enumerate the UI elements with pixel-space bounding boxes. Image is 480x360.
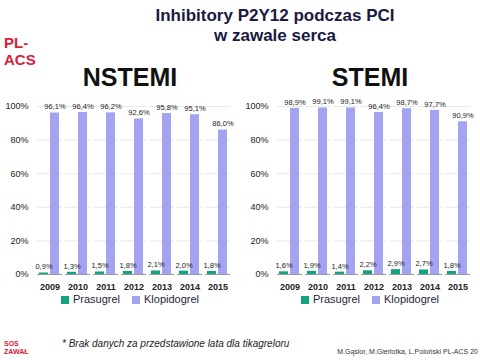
svg-text:2010: 2010 (68, 282, 88, 292)
html-text:w zawale serca: w zawale serca (214, 26, 336, 45)
svg-text:92,6%: 92,6% (128, 108, 150, 117)
svg-text:96,4%: 96,4% (368, 102, 390, 111)
svg-text:1,3%: 1,3% (63, 262, 80, 271)
svg-text:96,1%: 96,1% (44, 102, 66, 111)
svg-text:2011: 2011 (336, 282, 356, 292)
html-text:M.Gąsior, M.Gierlotka, L.Poloń: M.Gąsior, M.Gierlotka, L.Poloński PL-ACS… (337, 348, 478, 355)
html-text:Klopidogrel: Klopidogrel (384, 293, 440, 305)
svg-text:2014: 2014 (180, 282, 200, 292)
html-text:NSTEMI: NSTEMI (82, 63, 178, 91)
svg-text:2009: 2009 (40, 282, 60, 292)
svg-text:80%: 80% (250, 135, 268, 145)
svg-text:95,8%: 95,8% (156, 103, 178, 112)
html-text:Klopidogrel: Klopidogrel (144, 293, 200, 305)
svg-text:0%: 0% (255, 269, 268, 279)
html-text:STEMI: STEMI (331, 63, 409, 91)
svg-text:99,1%: 99,1% (312, 97, 334, 106)
svg-text:2,7%: 2,7% (415, 259, 432, 268)
svg-text:2015: 2015 (208, 282, 228, 292)
svg-text:2011: 2011 (96, 282, 116, 292)
svg-text:90,9%: 90,9% (452, 111, 474, 120)
svg-text:98,7%: 98,7% (396, 98, 418, 107)
svg-text:86,0%: 86,0% (212, 119, 234, 128)
svg-text:1,8%: 1,8% (119, 261, 136, 270)
svg-text:2009: 2009 (280, 282, 300, 292)
svg-text:2014: 2014 (420, 282, 440, 292)
svg-text:1,4%: 1,4% (331, 262, 348, 271)
svg-text:2012: 2012 (364, 282, 384, 292)
svg-text:0,9%: 0,9% (35, 262, 52, 271)
svg-text:2013: 2013 (392, 282, 412, 292)
svg-text:2,9%: 2,9% (387, 259, 404, 268)
svg-text:60%: 60% (10, 169, 28, 179)
svg-text:2,1%: 2,1% (147, 260, 164, 269)
svg-text:2012: 2012 (124, 282, 144, 292)
svg-text:40%: 40% (250, 202, 268, 212)
svg-text:0%: 0% (15, 269, 28, 279)
html-text:PL-: PL- (4, 34, 29, 51)
html-text:Prasugrel: Prasugrel (72, 293, 120, 305)
svg-text:60%: 60% (250, 169, 268, 179)
svg-text:1,5%: 1,5% (91, 261, 108, 270)
svg-text:2010: 2010 (308, 282, 328, 292)
svg-text:98,9%: 98,9% (284, 98, 306, 107)
html-text:ZAWAŁ: ZAWAŁ (4, 348, 29, 355)
html-text:* Brak danych za przedstawione: * Brak danych za przedstawione lata dla … (62, 338, 290, 349)
svg-text:2013: 2013 (152, 282, 172, 292)
svg-text:100%: 100% (245, 101, 268, 111)
svg-text:96,2%: 96,2% (100, 102, 122, 111)
svg-text:1,9%: 1,9% (303, 261, 320, 270)
svg-text:97,7%: 97,7% (424, 100, 446, 109)
svg-text:20%: 20% (10, 236, 28, 246)
svg-text:2,2%: 2,2% (359, 260, 376, 269)
svg-text:100%: 100% (5, 101, 28, 111)
svg-text:2015: 2015 (448, 282, 468, 292)
svg-text:1,8%: 1,8% (203, 261, 220, 270)
svg-text:1,8%: 1,8% (443, 261, 460, 270)
svg-text:95,1%: 95,1% (184, 104, 206, 113)
svg-text:80%: 80% (10, 135, 28, 145)
svg-text:40%: 40% (10, 202, 28, 212)
html-text:Prasugrel: Prasugrel (312, 293, 360, 305)
svg-text:2,0%: 2,0% (175, 261, 192, 270)
svg-text:20%: 20% (250, 236, 268, 246)
svg-text:99,1%: 99,1% (340, 97, 362, 106)
svg-text:1,6%: 1,6% (275, 261, 292, 270)
html-text:SOS: SOS (4, 340, 19, 347)
html-text:ACS: ACS (4, 51, 36, 68)
html-text:Inhibitory P2Y12 podczas PCI: Inhibitory P2Y12 podczas PCI (155, 6, 395, 25)
svg-text:96,4%: 96,4% (72, 102, 94, 111)
